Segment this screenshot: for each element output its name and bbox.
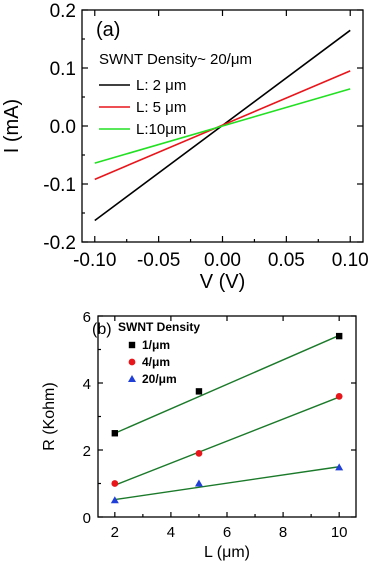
panel-a-y-tick-label: -0.2 (43, 233, 76, 254)
panel-a-legend-title: SWNT Density~ 20/μm (99, 51, 252, 68)
panel-a-x-tick-label: 0.00 (204, 250, 241, 271)
panel-a-y-tick-label: 0.1 (50, 59, 76, 80)
panel-b-ticks: 2 4 6 8 10 0 2 4 6 (83, 309, 356, 541)
panel-b-x-tick-label: 10 (331, 524, 348, 541)
panel-b-y-tick-label: 0 (83, 510, 91, 527)
panel-b-legend-marker (128, 358, 136, 366)
panel-b-legend-marker (128, 341, 136, 349)
panel-b-y-axis-label: R (Kohm) (41, 382, 58, 450)
panel-b-data-point-series-2 (335, 393, 343, 400)
panel-b-x-tick-label: 6 (223, 524, 231, 541)
panel-a-y-axis-label: I (mA) (1, 99, 23, 153)
panel-b-y-tick-label: 2 (83, 443, 91, 460)
panel-a-legend-entry: L: 2 μm (136, 77, 186, 94)
panel-b-y-tick-label: 4 (83, 376, 91, 393)
panel-b-data-point-series-2 (195, 449, 203, 457)
panel-a-y-tick-label: 0.0 (50, 117, 76, 138)
panel-b-data-point-series-1 (195, 388, 203, 395)
panel-b-fit-line-1 (114, 334, 340, 434)
panel-a-label: (a) (96, 19, 120, 41)
panel-b-legend-entry: 4/μm (142, 355, 170, 369)
panel-b-plot-frame (97, 315, 357, 518)
panel-b-legend-title: SWNT Density (118, 320, 200, 334)
panel-b-x-tick-label: 2 (111, 524, 119, 541)
panel-b-fit-line-3 (114, 466, 340, 501)
panel-b-label: (b) (92, 321, 112, 338)
panel-b-data-point-series-3 (194, 479, 203, 487)
panel-b-resistance-vs-length: 2 4 6 8 10 0 2 4 6 (b) SWNT Density 1/μm 4/μm 20/μ… (41, 309, 357, 561)
panel-a-ticks: -0.10 -0.05 0.00 0.05 0.10 -0.2 -0.1 0.0 0.1 0.2 (43, 1, 368, 271)
panel-b-data-points (110, 332, 344, 504)
panel-b-legend: 1/μm 4/μm 20/μm (128, 338, 177, 386)
panel-b-legend-entry: 1/μm (142, 338, 170, 352)
panel-a-series-lines (94, 29, 351, 222)
panel-b-x-axis-label: L (μm) (204, 544, 250, 561)
panel-a-x-tick-label: 0.10 (332, 250, 369, 271)
panel-a-x-tick-label: -0.10 (73, 250, 116, 271)
panel-a-series-line-2 (94, 70, 351, 181)
panel-a-iv-curves: -0.10 -0.05 0.00 0.05 0.10-0.2-0.10.00.10.2 … (1, 1, 369, 293)
panel-b-data-point-series-1 (335, 332, 343, 340)
panel-a-x-tick-label: -0.05 (137, 250, 180, 271)
panel-a-legend: L: 2 μm L: 5 μm L:10μm (99, 77, 186, 138)
panel-a-series-line-3 (94, 88, 351, 164)
panel-b-legend-entry: 20/μm (142, 372, 177, 386)
panel-b-data-point-series-2 (111, 480, 119, 487)
panel-a-legend-entry: L:10μm (136, 121, 186, 138)
panel-a-x-tick-label: 0.05 (268, 250, 305, 271)
panel-a-legend-entry: L: 5 μm (136, 99, 186, 116)
panel-b-data-point-series-3 (110, 496, 119, 504)
panel-b-data-point-series-3 (335, 463, 344, 471)
panel-b-fit-lines (114, 334, 340, 501)
panel-b-legend-marker (128, 375, 136, 382)
panel-a-y-tick-label: -0.1 (43, 175, 76, 196)
panel-b-data-point-series-1 (111, 430, 119, 437)
panel-b-y-tick-label: 6 (83, 309, 91, 326)
panel-b-fit-line-2 (114, 396, 340, 486)
panel-a-y-tick-label: 0.2 (50, 1, 76, 22)
panel-b-x-tick-label: 8 (279, 524, 287, 541)
panel-b-x-tick-label: 4 (167, 524, 175, 541)
panel-a-x-axis-label: V (V) (200, 271, 246, 293)
